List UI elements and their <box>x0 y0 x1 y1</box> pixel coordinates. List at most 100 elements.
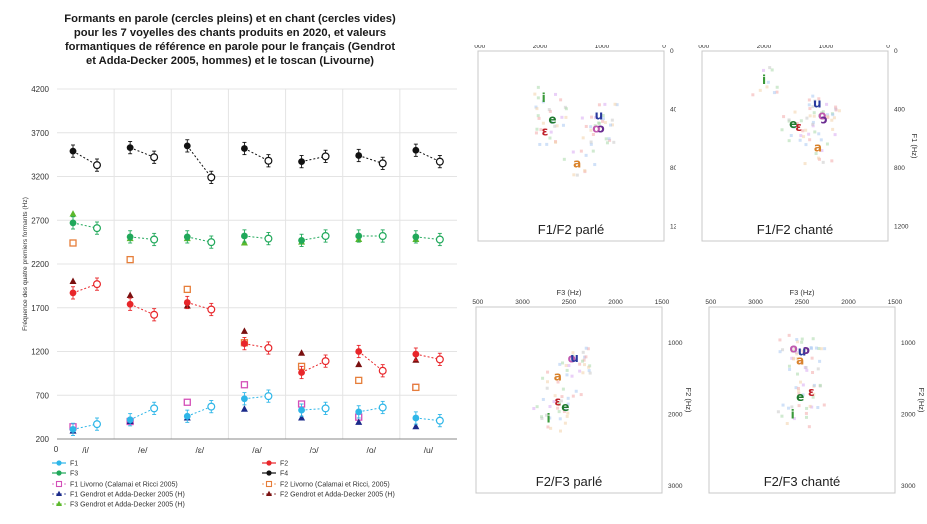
token-marker <box>792 417 796 421</box>
reference-triangle-marker <box>298 349 306 356</box>
token-marker <box>770 68 774 72</box>
x-tick-label: /o/ <box>367 445 377 455</box>
token-marker <box>554 92 558 96</box>
token-marker <box>587 369 591 373</box>
token-marker <box>532 407 536 411</box>
token-marker <box>557 410 561 414</box>
f1-f2-spoken-panel: F2 (Hz)300020001000004008001200ieɛauoɔF1… <box>474 45 676 242</box>
token-marker <box>615 103 619 107</box>
reference-square-marker <box>412 383 420 392</box>
speech-point <box>126 233 134 241</box>
token-marker <box>540 415 544 419</box>
token-marker <box>797 392 801 396</box>
legend-dot-swatch <box>56 460 62 466</box>
speech-point <box>241 232 248 240</box>
speech-song-connector <box>129 147 155 158</box>
token-marker <box>566 402 570 406</box>
speech-song-connector <box>358 351 384 372</box>
panel-frame <box>475 306 663 494</box>
reference-square-marker <box>126 255 134 264</box>
token-marker <box>778 350 782 354</box>
token-marker <box>610 118 614 122</box>
speech-point <box>183 142 191 150</box>
speech-song-connector <box>301 407 326 411</box>
token-marker <box>812 114 816 118</box>
y-tick-label: 3200 <box>31 173 49 182</box>
token-marker <box>581 136 585 140</box>
token-marker <box>558 429 562 433</box>
token-marker <box>802 349 806 353</box>
token-marker <box>570 374 574 378</box>
token-marker <box>584 346 588 350</box>
token-marker <box>550 120 554 124</box>
token-marker <box>609 123 613 127</box>
legend-square-swatch <box>265 480 273 488</box>
token-marker <box>571 354 575 358</box>
token-marker <box>800 337 804 341</box>
vowel-label: ɛ <box>542 124 549 138</box>
token-marker <box>608 138 612 142</box>
token-marker <box>603 121 607 125</box>
token-marker <box>780 128 784 132</box>
token-marker <box>811 370 815 374</box>
vowel-label: u <box>813 97 822 111</box>
token-marker <box>603 102 607 106</box>
token-marker <box>799 134 803 138</box>
speech-song-connector <box>415 353 440 360</box>
speech-song-connector <box>72 150 98 166</box>
token-marker <box>766 80 770 84</box>
token-marker <box>819 347 823 351</box>
token-marker <box>580 116 584 120</box>
reference-triangle-marker <box>355 360 363 368</box>
token-marker <box>814 152 818 156</box>
vowel-label: o <box>790 341 798 355</box>
song-point <box>92 280 101 289</box>
token-marker <box>552 400 556 404</box>
token-marker <box>578 369 582 373</box>
legend-dot-swatch <box>266 460 272 466</box>
y-tick-label: 400 <box>894 106 905 113</box>
x-tick-label: /u/ <box>424 445 434 455</box>
token-marker <box>819 138 823 142</box>
speech-point <box>126 416 134 424</box>
token-marker <box>803 162 807 166</box>
reference-triangle-marker <box>69 277 77 284</box>
speech-song-connector <box>130 236 155 240</box>
song-point <box>435 157 444 166</box>
y-tick-label: 1000 <box>901 340 916 347</box>
token-marker <box>564 115 568 119</box>
y-tick-label: 3000 <box>901 483 916 490</box>
token-marker <box>826 114 830 118</box>
speech-point <box>241 145 248 152</box>
token-marker <box>805 406 809 410</box>
x-tick-label: 3500 <box>472 299 484 306</box>
token-marker <box>565 373 569 377</box>
legend-square-swatch <box>55 480 63 488</box>
y-tick-label: 700 <box>36 391 50 400</box>
token-marker <box>567 364 571 368</box>
vowel-label: i <box>542 91 546 105</box>
token-marker <box>798 349 802 353</box>
token-marker <box>588 371 592 375</box>
token-marker <box>801 393 805 397</box>
speech-song-connector <box>187 236 212 243</box>
token-marker <box>813 99 817 103</box>
vowel-label: i <box>762 73 766 87</box>
token-marker <box>605 141 609 145</box>
token-marker <box>584 355 588 359</box>
token-marker <box>564 107 568 111</box>
speech-point <box>412 350 420 358</box>
panel-caption: F2/F3 parlé <box>536 474 602 489</box>
token-marker <box>795 122 799 126</box>
speech-point <box>241 395 248 403</box>
token-marker <box>587 365 591 369</box>
token-marker <box>807 425 811 429</box>
speech-song-connector <box>187 406 212 417</box>
song-point <box>378 403 387 412</box>
token-marker <box>536 85 540 89</box>
token-marker <box>536 96 540 100</box>
reference-triangle-marker <box>240 327 248 334</box>
token-marker <box>545 380 549 384</box>
token-marker <box>533 92 537 96</box>
panel-frame <box>701 50 889 242</box>
